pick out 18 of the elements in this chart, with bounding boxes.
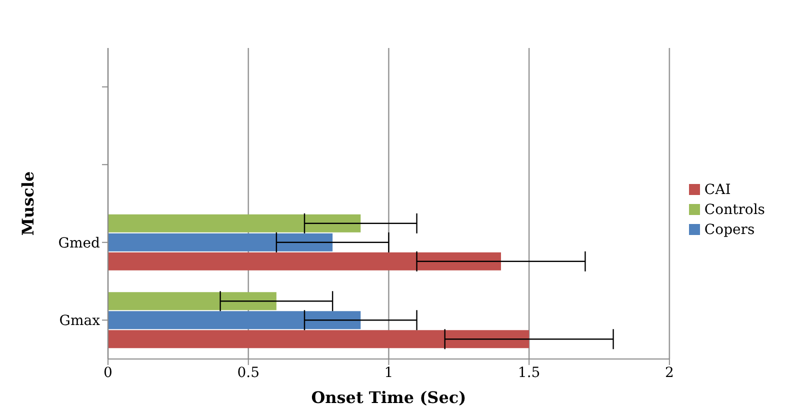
x-tick-label: 2 — [664, 364, 674, 381]
bar — [108, 214, 361, 232]
bar — [108, 252, 501, 270]
x-tick-label: 1 — [384, 364, 394, 381]
bar — [108, 292, 276, 310]
legend-label: CAI — [704, 182, 731, 198]
y-tick-label: Gmed — [58, 235, 100, 252]
x-axis-title: Onset Time (Sec) — [311, 388, 466, 407]
x-tick-label: 0.5 — [237, 364, 260, 381]
y-axis-title: Muscle — [18, 171, 38, 236]
y-tick-label: Gmax — [59, 313, 100, 330]
legend-label: Copers — [704, 222, 755, 238]
bar — [108, 311, 361, 330]
legend-label: Controls — [704, 202, 765, 218]
bar — [108, 330, 530, 348]
x-tick-label: 0 — [104, 364, 112, 381]
bar — [108, 233, 333, 252]
x-tick-label: 1.5 — [518, 364, 540, 381]
